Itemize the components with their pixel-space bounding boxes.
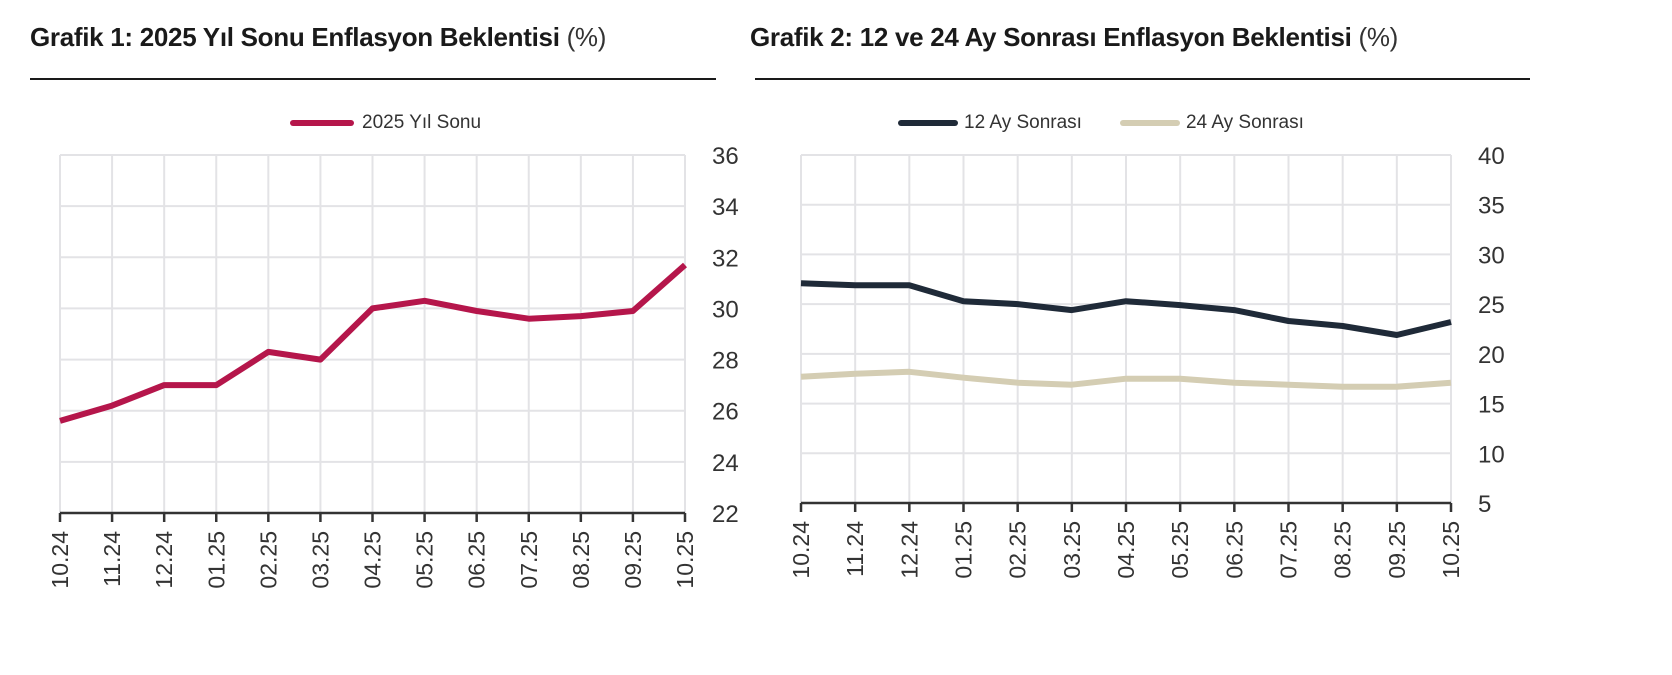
x-tick-label: 10.25 <box>672 531 698 589</box>
x-tick-label: 11.24 <box>99 531 125 587</box>
chart1-title: Grafik 1: 2025 Yıl Sonu Enflasyon Beklen… <box>30 22 606 53</box>
series-line-24-ay-sonrası <box>800 368 1452 390</box>
x-tick-label: 03.25 <box>1059 521 1085 579</box>
chart2-title-text: Grafik 2: 12 ve 24 Ay Sonrası Enflasyon … <box>750 22 1352 52</box>
chart1-legend: 2025 Yıl Sonu <box>290 112 481 134</box>
chart2-legend: 12 Ay Sonrası 24 Ay Sonrası <box>898 112 1334 134</box>
x-tick-label: 04.25 <box>1113 521 1139 579</box>
y-tick-label: 22 <box>712 501 739 528</box>
series-line-12-ay-sonrası <box>800 280 1452 338</box>
y-tick-label: 26 <box>712 399 739 426</box>
y-tick-label: 15 <box>1478 392 1505 419</box>
legend-item-24-month: 24 Ay Sonrası <box>1119 112 1304 134</box>
x-tick-label: 12.24 <box>151 531 177 589</box>
y-tick-label: 24 <box>712 450 739 477</box>
x-tick-label: 07.25 <box>516 531 542 589</box>
x-tick-label: 10.24 <box>788 521 814 579</box>
chart1-title-rule <box>30 78 716 80</box>
legend-swatch-24-month <box>1119 120 1180 126</box>
chart2-unit: (%) <box>1358 22 1399 52</box>
y-tick-label: 35 <box>1478 193 1505 220</box>
legend-swatch-12-month <box>898 120 958 126</box>
x-tick-label: 08.25 <box>1330 521 1356 579</box>
chart1-unit: (%) <box>566 22 607 52</box>
x-tick-label: 06.25 <box>1221 521 1247 579</box>
x-tick-label: 08.25 <box>568 531 594 589</box>
x-tick-label: 05.25 <box>412 531 438 589</box>
y-tick-label: 25 <box>1478 292 1505 319</box>
chart2-title-rule <box>755 78 1530 80</box>
y-tick-label: 34 <box>712 194 739 221</box>
y-tick-label: 30 <box>1478 242 1505 269</box>
chart2-title: Grafik 2: 12 ve 24 Ay Sonrası Enflasyon … <box>750 22 1398 53</box>
x-tick-label: 03.25 <box>307 531 333 589</box>
legend-swatch-2025-year-end <box>290 120 354 126</box>
x-tick-label: 06.25 <box>464 531 490 589</box>
legend-item-12-month: 12 Ay Sonrası <box>898 112 1082 134</box>
y-tick-label: 30 <box>712 296 739 323</box>
legend-label-24-month: 24 Ay Sonrası <box>1185 112 1304 133</box>
x-tick-label: 10.24 <box>47 531 73 589</box>
x-tick-label: 10.25 <box>1438 521 1464 579</box>
x-tick-label: 09.25 <box>620 531 646 589</box>
x-tick-label: 01.25 <box>203 531 229 589</box>
x-tick-label: 02.25 <box>1005 521 1031 579</box>
x-tick-label: 01.25 <box>951 521 977 579</box>
y-tick-label: 5 <box>1478 491 1491 518</box>
legend-label-12-month: 12 Ay Sonrası <box>964 112 1082 133</box>
y-tick-label: 10 <box>1478 441 1505 468</box>
x-tick-label: 04.25 <box>360 531 386 589</box>
y-tick-label: 32 <box>712 245 739 272</box>
y-tick-label: 40 <box>1478 143 1505 170</box>
x-tick-label: 05.25 <box>1167 521 1193 579</box>
x-tick-label: 07.25 <box>1276 521 1302 579</box>
y-tick-label: 36 <box>712 143 739 170</box>
chart2-group: 5 10 15 20 25 30 35 40 10.24 11.24 12.24 01.25 02.25… <box>788 143 1505 579</box>
chart1-title-text: Grafik 1: 2025 Yıl Sonu Enflasyon Beklen… <box>30 22 560 52</box>
y-tick-label: 20 <box>1478 342 1505 369</box>
x-tick-label: 12.24 <box>896 521 922 579</box>
x-tick-label: 11.24 <box>842 521 868 577</box>
legend-label-2025-year-end: 2025 Yıl Sonu <box>362 112 482 133</box>
x-tick-label: 09.25 <box>1384 521 1410 579</box>
x-tick-label: 02.25 <box>255 531 281 589</box>
chart1-group: 22 24 26 28 30 32 34 36 10.24 11.24 12.24 01.25 02.2… <box>47 143 739 589</box>
series-line-2025-yıl-sonu <box>59 262 687 424</box>
y-tick-label: 28 <box>712 348 739 375</box>
